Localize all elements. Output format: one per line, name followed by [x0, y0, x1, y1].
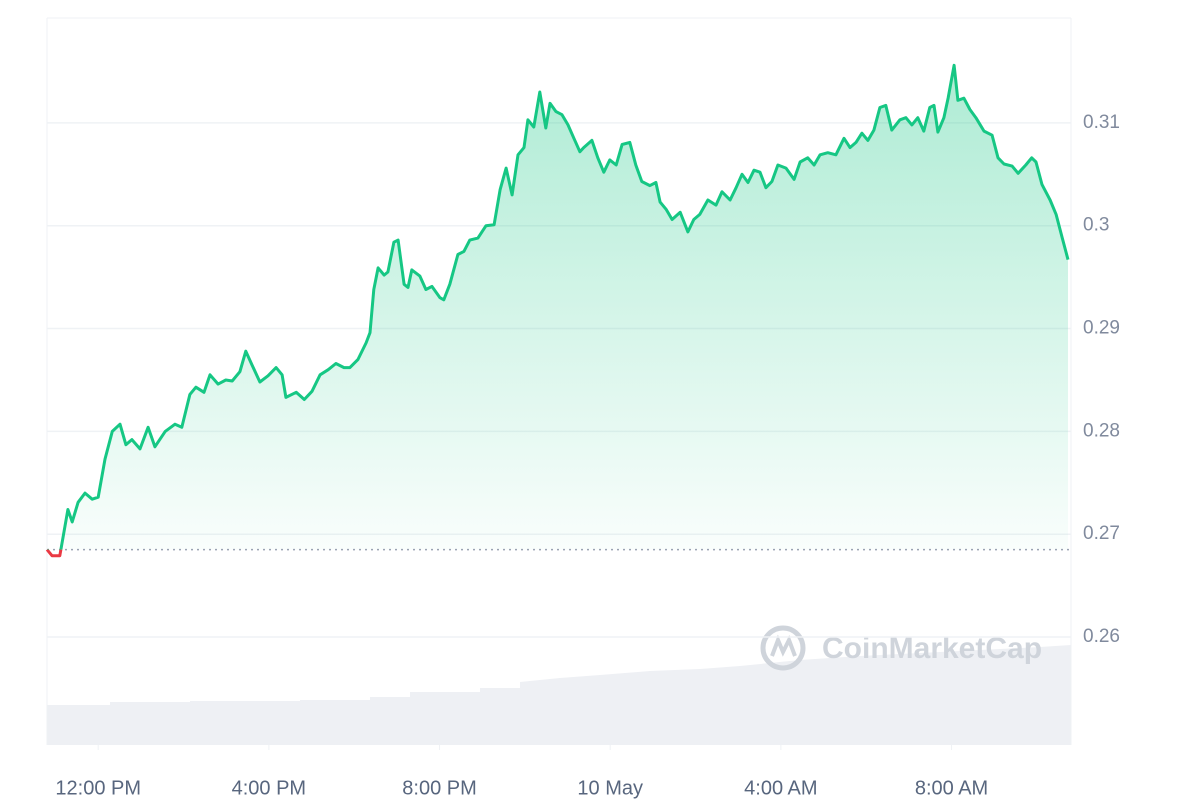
watermark-logo — [760, 625, 806, 671]
y-tick-label: 0.3 — [1083, 215, 1109, 236]
y-tick-label: 0.31 — [1083, 112, 1120, 133]
x-tick-label: 8:00 AM — [915, 777, 988, 799]
volume-backdrop — [47, 645, 1071, 745]
x-tick-label: 4:00 PM — [232, 777, 306, 799]
y-tick-label: 0.26 — [1083, 626, 1120, 647]
x-tick-label: 10 May — [577, 777, 643, 799]
price-line — [47, 63, 1070, 550]
price-area — [47, 65, 1068, 550]
watermark-logo-mark — [770, 634, 797, 657]
x-tick-label: 12:00 PM — [55, 777, 141, 799]
x-tick-label: 8:00 PM — [402, 777, 476, 799]
x-tick-label: 4:00 AM — [744, 777, 817, 799]
y-tick-label: 0.28 — [1083, 420, 1120, 441]
y-tick-label: 0.27 — [1083, 523, 1120, 544]
y-tick-label: 0.29 — [1083, 318, 1120, 339]
